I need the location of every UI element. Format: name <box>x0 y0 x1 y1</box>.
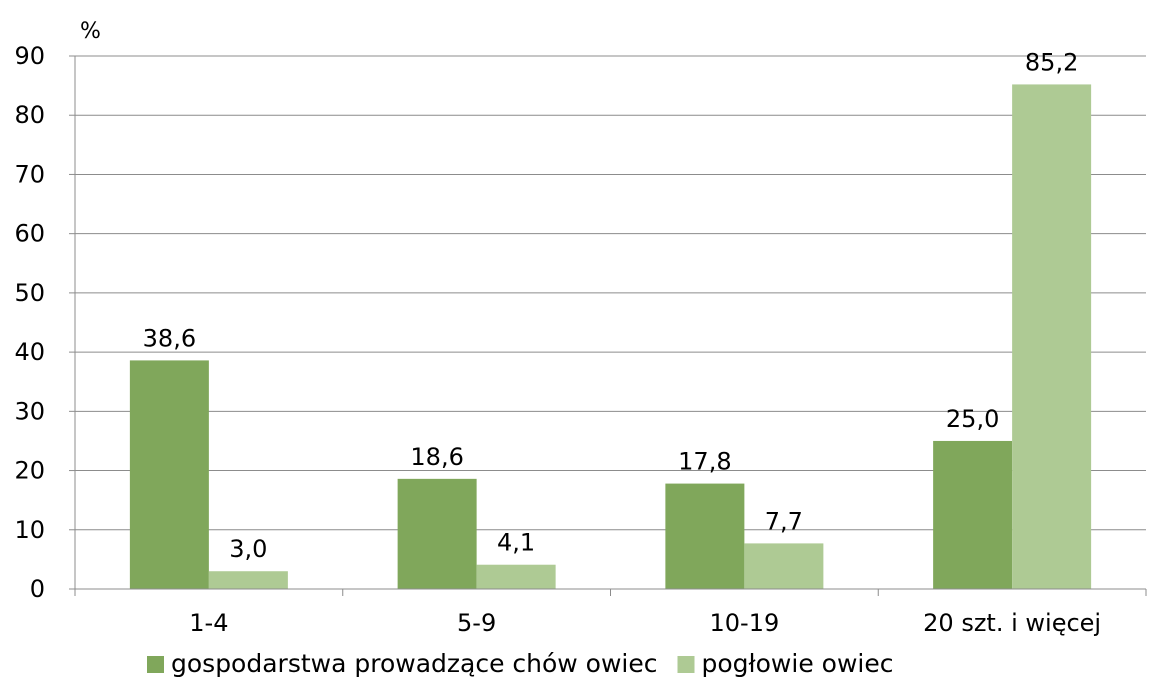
data-label: 17,8 <box>678 448 731 476</box>
x-axis-categories: 1-4 5-9 10-19 20 szt. i więcej <box>189 609 1101 637</box>
x-category-label: 10-19 <box>710 609 780 637</box>
bar <box>397 478 477 589</box>
y-tick-label: 30 <box>14 397 45 425</box>
legend-swatch <box>147 656 164 673</box>
y-tick-label: 90 <box>14 42 45 70</box>
data-labels: 38,6 3,0 18,6 4,1 17,8 7,7 25,0 85,2 <box>143 48 1079 563</box>
data-label: 18,6 <box>410 443 463 471</box>
bars <box>129 84 1092 589</box>
legend-swatch <box>677 656 695 673</box>
y-tick-label: 50 <box>14 279 45 307</box>
data-label: 4,1 <box>497 529 535 557</box>
legend-label: pogłowie owiec <box>702 649 894 678</box>
y-tick-label: 20 <box>14 457 45 485</box>
bar <box>129 360 209 589</box>
data-label: 38,6 <box>143 324 196 352</box>
y-axis-ticks: 0 10 20 30 40 50 60 70 80 90 <box>14 42 45 603</box>
y-tick-label: 70 <box>14 160 45 188</box>
x-category-label: 5-9 <box>457 609 496 637</box>
gridlines <box>75 55 1146 531</box>
legend-label: gospodarstwa prowadzące chów owiec <box>171 649 658 678</box>
y-tick-label: 0 <box>30 575 45 603</box>
y-axis-unit-label: % <box>80 19 101 44</box>
y-tick-label: 60 <box>14 220 45 248</box>
legend: gospodarstwa prowadzące chów owiec pogłow… <box>147 649 893 678</box>
bar <box>208 571 288 589</box>
data-label: 3,0 <box>229 535 267 563</box>
y-tick-label: 80 <box>14 101 45 129</box>
data-label: 7,7 <box>765 507 803 535</box>
y-tick-label: 10 <box>14 516 45 544</box>
y-tick-label: 40 <box>14 338 45 366</box>
bar <box>933 440 1013 589</box>
axes <box>69 55 1147 596</box>
data-label: 25,0 <box>946 405 999 433</box>
bar <box>665 483 745 589</box>
bar <box>1012 84 1092 589</box>
x-category-label: 20 szt. i więcej <box>923 609 1101 637</box>
bar <box>744 543 824 589</box>
x-category-label: 1-4 <box>189 609 228 637</box>
data-label: 85,2 <box>1025 48 1078 76</box>
bar <box>476 564 556 589</box>
